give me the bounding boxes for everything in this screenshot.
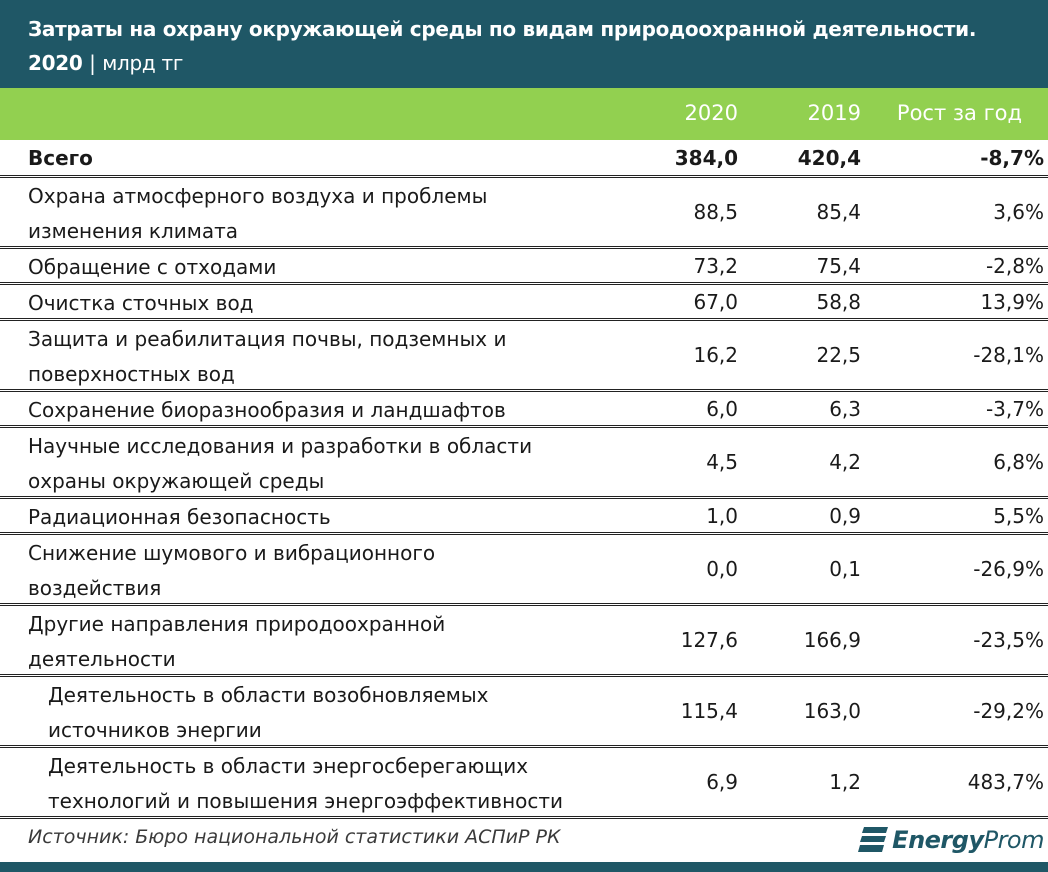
row-label: Очистка сточных вод	[28, 291, 254, 315]
table-row: Радиационная безопасность 1,0 0,9 5,5%	[0, 499, 1048, 535]
value-2019: 0,1	[829, 557, 861, 581]
value-2019: 85,4	[816, 200, 861, 224]
value-2020: 6,9	[706, 770, 738, 794]
value-growth: -26,9%	[973, 557, 1044, 581]
value-2019: 6,3	[829, 396, 861, 421]
value-2020: 16,2	[693, 343, 738, 367]
table-row: Научные исследования и разработки в обла…	[0, 428, 1048, 499]
subtitle-unit: млрд тг	[102, 51, 184, 75]
table-row: Охрана атмосферного воздуха и проблемы и…	[0, 178, 1048, 249]
subtitle-separator: |	[89, 51, 96, 75]
column-header-row: 2020 2019 Рост за год	[0, 88, 1048, 140]
row-label: Другие направления природоохранной деяте…	[28, 612, 446, 671]
value-2020: 6,0	[706, 396, 738, 421]
row-label: Охрана атмосферного воздуха и проблемы и…	[28, 184, 488, 243]
value-2019: 58,8	[816, 289, 861, 314]
column-header-growth: Рост за год	[896, 101, 1022, 125]
value-2020: 88,5	[693, 200, 738, 224]
table-row: Обращение с отходами 73,2 75,4 -2,8%	[0, 249, 1048, 285]
value-2019: 4,2	[829, 450, 861, 474]
table-row: Очистка сточных вод 67,0 58,8 13,9%	[0, 285, 1048, 321]
value-2020: 0,0	[706, 557, 738, 581]
value-2019: 163,0	[803, 699, 861, 723]
table-row-sub: Деятельность в области энергосберегающих…	[0, 748, 1048, 819]
value-growth: -28,1%	[973, 343, 1044, 367]
table-row: Защита и реабилитация почвы, подземных и…	[0, 321, 1048, 392]
row-label: Всего	[28, 146, 93, 170]
value-growth: -2,8%	[985, 253, 1044, 278]
row-label: Научные исследования и разработки в обла…	[28, 434, 533, 493]
table-row-sub: Деятельность в области возобновляемых ис…	[0, 677, 1048, 748]
value-growth: 13,9%	[980, 289, 1044, 314]
column-header-2020: 2020	[684, 101, 738, 125]
value-2020: 115,4	[680, 699, 738, 723]
energyprom-stripes-icon	[858, 827, 889, 852]
value-2019: 166,9	[803, 628, 861, 652]
footer: Источник: Бюро национальной статистики А…	[0, 818, 1048, 862]
value-2020: 73,2	[693, 253, 738, 278]
table-row: Другие направления природоохранной деяте…	[0, 606, 1048, 677]
bottom-bar	[0, 862, 1048, 872]
value-growth: -3,7%	[985, 396, 1044, 421]
value-2019: 1,2	[829, 770, 861, 794]
value-2019: 420,4	[797, 145, 861, 170]
value-growth: 483,7%	[967, 770, 1044, 794]
value-2020: 67,0	[693, 289, 738, 314]
data-table: Всего 384,0 420,4 -8,7% Охрана атмосферн…	[0, 140, 1048, 819]
value-2020: 384,0	[674, 145, 738, 170]
row-label: Сохранение биоразнообразия и ландшафтов	[28, 398, 506, 422]
value-2019: 0,9	[829, 503, 861, 528]
table-row-total: Всего 384,0 420,4 -8,7%	[0, 140, 1048, 178]
value-growth: -29,2%	[973, 699, 1044, 723]
value-2020: 127,6	[680, 628, 738, 652]
value-growth: -8,7%	[980, 145, 1044, 170]
value-2020: 1,0	[706, 503, 738, 528]
value-growth: 5,5%	[993, 503, 1044, 528]
energyprom-logo: EnergyProm	[858, 824, 1045, 856]
row-label: Снижение шумового и вибрационного воздей…	[28, 541, 436, 600]
page-title: Затраты на охрану окружающей среды по ви…	[28, 17, 977, 41]
logo-text: EnergyProm	[892, 826, 1044, 854]
value-2019: 75,4	[816, 253, 861, 278]
table-row: Сохранение биоразнообразия и ландшафтов …	[0, 392, 1048, 428]
column-header-2019: 2019	[807, 101, 861, 125]
subtitle: 2020 | млрд тг	[28, 46, 1048, 80]
row-label: Защита и реабилитация почвы, подземных и…	[28, 327, 507, 386]
source-note: Источник: Бюро национальной статистики А…	[28, 826, 561, 848]
row-label: Радиационная безопасность	[28, 505, 331, 529]
table-row: Снижение шумового и вибрационного воздей…	[0, 535, 1048, 606]
value-growth: -23,5%	[973, 628, 1044, 652]
value-2019: 22,5	[816, 343, 861, 367]
value-2020: 4,5	[706, 450, 738, 474]
value-growth: 3,6%	[993, 200, 1044, 224]
value-growth: 6,8%	[993, 450, 1044, 474]
row-label: Обращение с отходами	[28, 255, 277, 279]
row-label: Деятельность в области энергосберегающих…	[48, 754, 564, 813]
title-bar: Затраты на охрану окружающей среды по ви…	[0, 0, 1048, 88]
subtitle-year: 2020	[28, 51, 83, 75]
row-label: Деятельность в области возобновляемых ис…	[48, 683, 489, 742]
